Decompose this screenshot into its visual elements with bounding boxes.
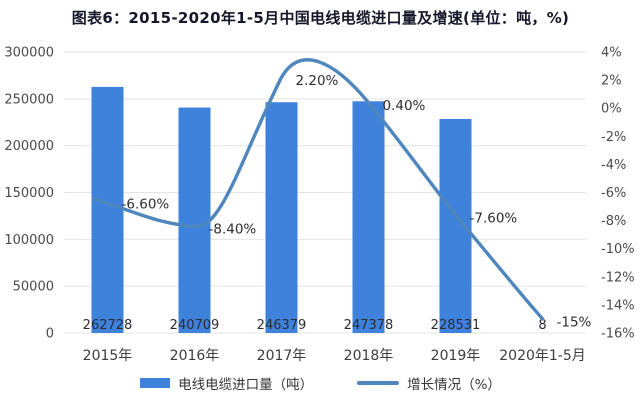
y-left-tick-label: 250000 (4, 92, 54, 107)
y-left-tick-label: 50000 (13, 280, 54, 295)
y-right-tick-label: -12% (601, 270, 635, 285)
y-right-tick-label: -16% (601, 327, 635, 342)
y-left-tick-label: 0 (46, 327, 54, 342)
y-right-tick-label: -6% (601, 186, 626, 201)
x-axis-label: 2020年1-5月 (499, 348, 586, 364)
legend: 电线电缆进口量（吨） 增长情况（%） (0, 373, 641, 393)
bar-value-label: 8 (538, 318, 546, 333)
bar-value-label: 247378 (344, 318, 394, 333)
growth-line (91, 58, 545, 321)
y-right-tick-label: -14% (601, 298, 635, 313)
bar-value-label: 262728 (83, 318, 133, 333)
legend-item-growth: 增长情况（%） (357, 373, 501, 393)
x-axis-label: 2016年 (170, 348, 220, 364)
bar (265, 102, 298, 333)
x-axis-label: 2018年 (344, 348, 394, 364)
x-axis-label: 2017年 (257, 348, 307, 364)
line-swatch-icon (357, 381, 400, 385)
x-axis-label: 2015年 (83, 348, 133, 364)
growth-point-label: 2.20% (296, 73, 339, 89)
y-right-tick-label: -4% (601, 158, 626, 173)
chart-canvas: 300000 250000 200000 150000 100000 50000 0 4% 2%… (4, 46, 635, 365)
bar-value-label: 228531 (431, 318, 481, 333)
bar (178, 107, 211, 333)
growth-point-label: -7.60% (470, 210, 518, 226)
bar-swatch-icon (140, 378, 171, 388)
y-right-tick-label: 2% (601, 74, 622, 89)
legend-imports-label: 电线电缆进口量（吨） (178, 377, 314, 393)
y-right-tick-label: -10% (601, 242, 635, 257)
y-left-tick-label: 300000 (4, 46, 54, 61)
bar-value-label: 240709 (170, 318, 220, 333)
y-right-tick-label: -8% (601, 214, 626, 229)
growth-point-label: -6.60% (122, 196, 170, 212)
y-left-tick-label: 150000 (4, 186, 54, 201)
x-axis-label: 2019年 (431, 348, 481, 364)
bar (352, 101, 385, 333)
plot-area: 300000 250000 200000 150000 100000 50000 0 4% 2%… (4, 46, 635, 365)
bar-value-label: 246379 (257, 318, 307, 333)
y-right-tick-label: -2% (601, 130, 626, 145)
legend-item-imports: 电线电缆进口量（吨） (140, 373, 313, 393)
growth-point-label: 0.40% (383, 98, 426, 114)
chart-title: 图表6：2015-2020年1-5月中国电线电缆进口量及增速(单位：吨，%) (71, 9, 570, 27)
growth-point-label: -15% (557, 314, 592, 330)
legend-growth-label: 增长情况（%） (407, 377, 501, 393)
y-right-tick-label: 0% (601, 102, 622, 117)
growth-point-label: -8.40% (209, 222, 257, 238)
y-left-tick-label: 100000 (4, 233, 54, 248)
bar (91, 86, 124, 333)
y-left-tick-label: 200000 (4, 139, 54, 154)
y-right-tick-label: 4% (601, 46, 622, 61)
